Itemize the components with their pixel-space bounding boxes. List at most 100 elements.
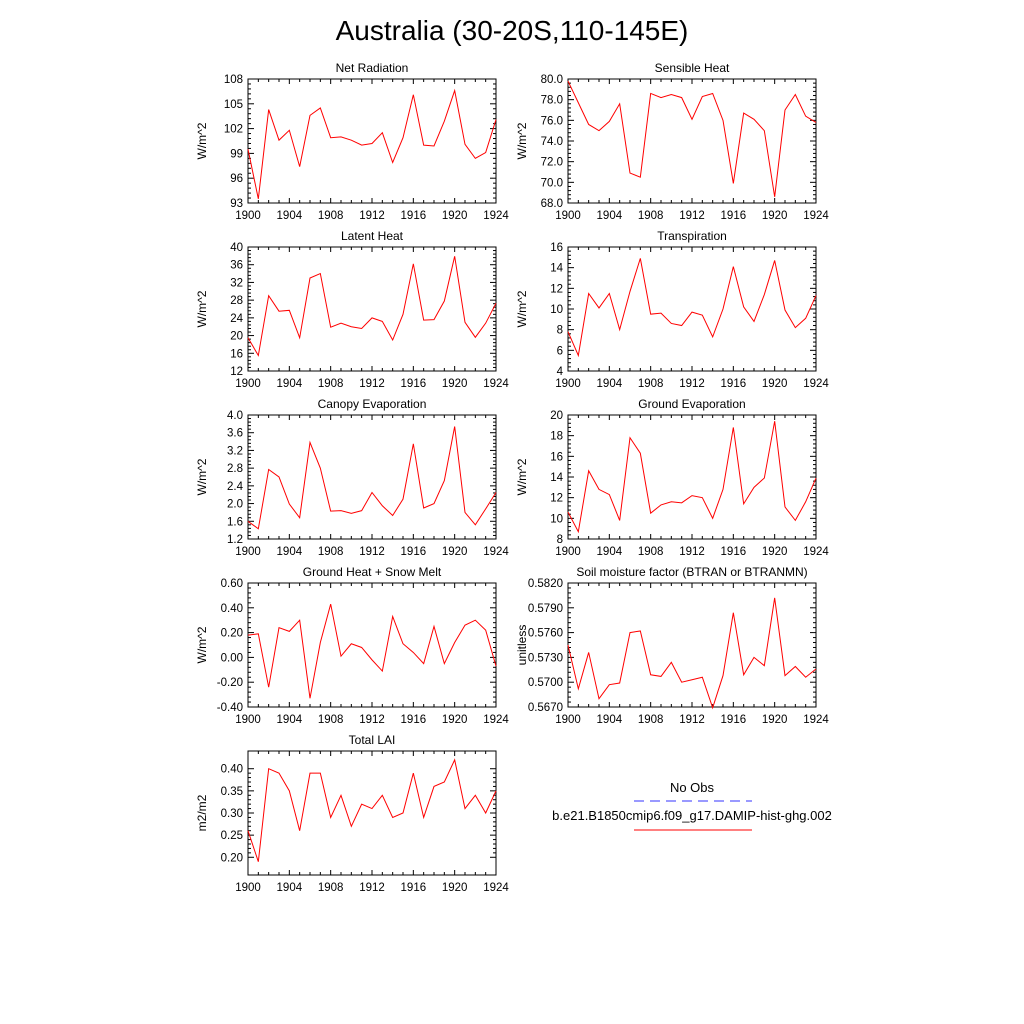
y-tick-label: 0.60 — [221, 578, 243, 590]
x-tick-label: 1908 — [318, 546, 344, 558]
figure-title: Australia (30-20S,110-145E) — [336, 15, 689, 46]
x-tick-label: 1904 — [277, 546, 303, 558]
x-tick-label: 1900 — [235, 546, 261, 558]
x-tick-label: 1920 — [442, 882, 468, 894]
panel-3: 1900 1904 1908 1912 1916 1920 1924 4 6 8 10 12 14 16 T… — [515, 229, 829, 390]
y-tick-label: 10 — [550, 513, 563, 525]
series-line — [567, 421, 817, 534]
x-tick-label: 1900 — [555, 378, 581, 390]
x-tick-label: 1916 — [721, 210, 747, 222]
x-tick-label: 1912 — [359, 378, 385, 390]
y-tick-label: 0.40 — [221, 603, 243, 615]
x-tick-label: 1924 — [803, 210, 829, 222]
y-axis-label: W/m^2 — [195, 626, 209, 663]
y-axis-label: W/m^2 — [515, 290, 529, 327]
y-tick-label: 0.20 — [221, 852, 243, 864]
y-tick-label: 1.6 — [227, 516, 243, 528]
panel-5: 1900 1904 1908 1912 1916 1920 1924 8 10 12 14 16 18 2… — [515, 397, 829, 558]
x-tick-label: 1924 — [483, 378, 509, 390]
y-tick-label: 74.0 — [541, 136, 563, 148]
y-tick-label: 14 — [550, 263, 563, 275]
y-axis-label: m2/m2 — [195, 794, 209, 831]
x-tick-label: 1908 — [318, 714, 344, 726]
x-tick-label: 1916 — [401, 378, 427, 390]
x-tick-label: 1904 — [597, 210, 623, 222]
y-tick-label: 0.30 — [221, 808, 243, 820]
panel-title: Total LAI — [349, 733, 396, 747]
x-tick-label: 1908 — [638, 714, 664, 726]
panel-2: 1900 1904 1908 1912 1916 1920 1924 12 16 20 24 28 32… — [195, 229, 509, 390]
y-tick-label: 2.8 — [227, 463, 243, 475]
x-tick-label: 1912 — [679, 210, 705, 222]
plot-frame — [567, 582, 817, 708]
y-tick-label: 12 — [550, 493, 563, 505]
y-tick-label: 76.0 — [541, 115, 563, 127]
panel-1: 1900 1904 1908 1912 1916 1920 1924 68.0 70.0 72.0… — [515, 61, 829, 222]
panel-0: 1900 1904 1908 1912 1916 1920 1924 93 96 99 102 105… — [195, 61, 509, 222]
y-tick-label: 3.2 — [227, 445, 243, 457]
panel-title: Soil moisture factor (BTRAN or BTRANMN) — [576, 565, 807, 579]
series-line — [247, 758, 497, 862]
x-tick-label: 1908 — [638, 546, 664, 558]
y-tick-label: 16 — [230, 348, 243, 360]
x-tick-label: 1920 — [442, 210, 468, 222]
y-tick-label: 4 — [557, 366, 564, 378]
plot-frame — [567, 78, 817, 204]
x-tick-label: 1912 — [359, 210, 385, 222]
x-tick-label: 1904 — [277, 210, 303, 222]
series-line — [247, 88, 497, 199]
y-tick-label: 96 — [230, 173, 243, 185]
x-tick-label: 1904 — [277, 714, 303, 726]
panel-6: 1900 1904 1908 1912 1916 1920 1924 -0.40 -0.20 0.… — [195, 565, 509, 726]
plot-frame — [247, 414, 497, 540]
x-tick-label: 1924 — [803, 378, 829, 390]
y-tick-label: 2.0 — [227, 499, 243, 511]
y-tick-label: 105 — [224, 99, 243, 111]
x-tick-label: 1920 — [762, 546, 788, 558]
y-tick-label: 72.0 — [541, 157, 563, 169]
y-tick-label: 70.0 — [541, 177, 563, 189]
panel-title: Latent Heat — [341, 229, 404, 243]
y-tick-label: 0.5760 — [528, 628, 563, 640]
x-tick-label: 1900 — [235, 882, 261, 894]
y-tick-label: 8 — [557, 325, 563, 337]
plot-frame — [567, 414, 817, 540]
y-axis-label: W/m^2 — [195, 122, 209, 159]
x-tick-label: 1912 — [679, 546, 705, 558]
series-line — [247, 603, 497, 699]
x-tick-label: 1904 — [597, 378, 623, 390]
x-tick-label: 1900 — [235, 378, 261, 390]
x-tick-label: 1912 — [679, 714, 705, 726]
y-tick-label: -0.20 — [217, 677, 243, 689]
x-tick-label: 1924 — [803, 546, 829, 558]
x-tick-label: 1904 — [597, 546, 623, 558]
x-tick-label: 1900 — [555, 546, 581, 558]
y-tick-label: 102 — [224, 124, 243, 136]
x-tick-label: 1900 — [235, 714, 261, 726]
x-tick-label: 1920 — [762, 210, 788, 222]
y-tick-label: 12 — [230, 366, 243, 378]
panel-4: 1900 1904 1908 1912 1916 1920 1924 1.2 1.6 2.0 2.4… — [195, 397, 509, 558]
legend-label-case: b.e21.B1850cmip6.f09_g17.DAMIP-hist-ghg.… — [552, 808, 832, 823]
x-tick-label: 1908 — [318, 882, 344, 894]
y-tick-label: 0.5820 — [528, 578, 563, 590]
y-tick-label: 12 — [550, 283, 563, 295]
x-tick-label: 1908 — [318, 210, 344, 222]
x-tick-label: 1916 — [401, 882, 427, 894]
x-tick-label: 1920 — [442, 714, 468, 726]
y-tick-label: 0.5700 — [528, 677, 563, 689]
plot-frame — [247, 582, 497, 708]
plot-frame — [247, 78, 497, 204]
x-tick-label: 1904 — [597, 714, 623, 726]
y-tick-label: 68.0 — [541, 198, 563, 210]
x-tick-label: 1916 — [721, 714, 747, 726]
y-tick-label: 80.0 — [541, 74, 563, 86]
y-tick-label: 40 — [230, 242, 243, 254]
y-tick-label: 20 — [550, 410, 563, 422]
y-tick-label: 78.0 — [541, 95, 563, 107]
y-tick-label: 99 — [230, 148, 243, 160]
panels: 1900 1904 1908 1912 1916 1920 1924 93 96 99 102 105… — [195, 61, 829, 894]
y-tick-label: 0.35 — [221, 786, 243, 798]
x-tick-label: 1900 — [235, 210, 261, 222]
y-tick-label: 10 — [550, 304, 563, 316]
